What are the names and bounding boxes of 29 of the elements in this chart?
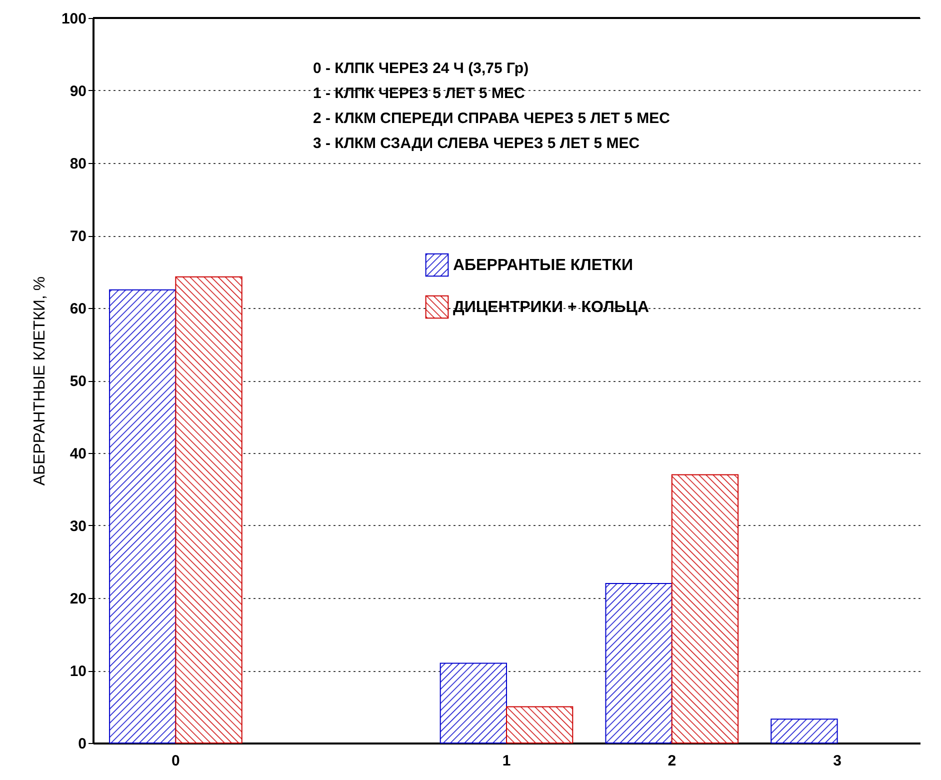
y-tick-label: 90 — [70, 83, 86, 100]
legend-label: ДИЦЕНТРИКИ + КОЛЬЦА — [453, 299, 650, 316]
bar — [506, 706, 574, 744]
y-tick-label: 0 — [78, 736, 86, 752]
y-tick-label: 30 — [70, 518, 86, 535]
x-tick-label: 1 — [502, 752, 511, 770]
legend-label: АБЕРРАНТЫЕ КЛЕТКИ — [453, 257, 634, 274]
x-tick-label: 2 — [668, 752, 676, 770]
bar — [109, 289, 176, 744]
y-tick-label: 50 — [70, 373, 86, 390]
x-tick-label: 0 — [172, 752, 180, 770]
y-tick-label: 40 — [70, 446, 86, 462]
y-tick-label: 60 — [70, 300, 86, 318]
x-tick-label: 3 — [833, 752, 842, 770]
annotation: 1 - КЛПК ЧЕРЕЗ 5 ЛЕТ 5 МЕС — [313, 85, 525, 102]
y-tick-label: 10 — [70, 663, 86, 680]
annotation: 2 - КЛКМ СПЕРЕДИ СПРАВА ЧЕРЕЗ 5 ЛЕТ 5 МЕС — [313, 110, 670, 127]
bar — [175, 276, 242, 744]
y-tick-label: 70 — [70, 228, 86, 245]
bar — [605, 583, 672, 744]
annotation: 0 - КЛПК ЧЕРЕЗ 24 Ч (3,75 Гр) — [313, 60, 529, 77]
y-tick-label: 100 — [61, 10, 86, 28]
y-tick-label: 80 — [70, 156, 86, 172]
annotation: 3 - КЛКМ СЗАДИ СЛЕВА ЧЕРЕЗ 5 ЛЕТ 5 МЕС — [313, 135, 640, 152]
y-tick-label: 20 — [70, 590, 86, 608]
bar — [440, 662, 507, 744]
y-axis-title: АБЕРРАНТНЫЕ КЛЕТКИ, % — [31, 276, 48, 486]
bar — [671, 474, 739, 744]
bar — [770, 718, 838, 744]
